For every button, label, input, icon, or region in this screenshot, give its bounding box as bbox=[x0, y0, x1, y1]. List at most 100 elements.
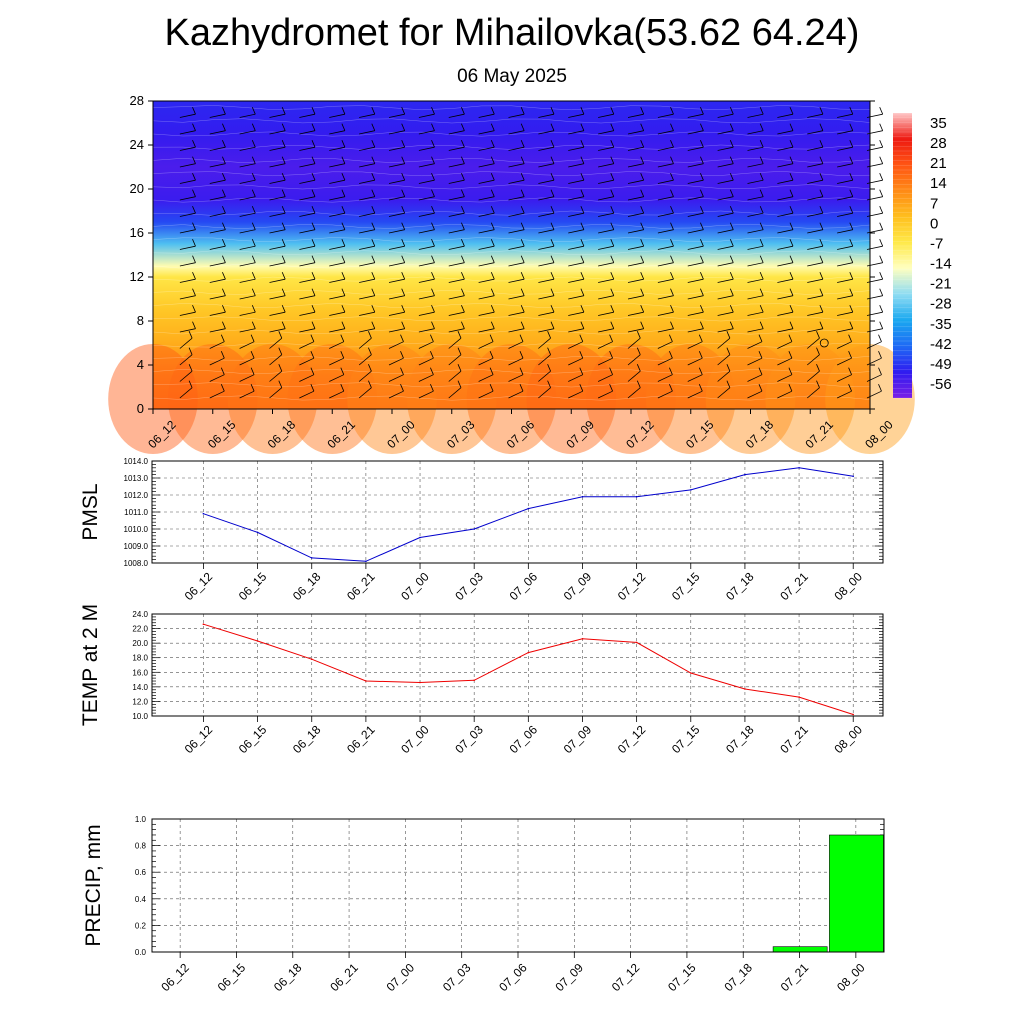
wind-barb-flag bbox=[520, 156, 525, 164]
wind-barb bbox=[657, 245, 674, 250]
wind-barb-flag bbox=[879, 140, 884, 148]
x-tick-label: 06_15 bbox=[236, 722, 270, 756]
wind-barb bbox=[717, 212, 734, 217]
calm-wind-marker bbox=[819, 338, 829, 348]
wind-barb bbox=[717, 262, 734, 267]
wind-barb bbox=[448, 163, 465, 168]
wind-barb-flag bbox=[222, 107, 226, 115]
wind-barb-flag bbox=[729, 156, 734, 164]
series-point bbox=[690, 672, 692, 674]
wind-barb-flag bbox=[222, 239, 226, 247]
wind-barb bbox=[179, 245, 196, 250]
wind-barb-flag bbox=[610, 173, 615, 181]
wind-barb-flag bbox=[580, 255, 585, 263]
wind-barb-flag bbox=[819, 288, 824, 296]
wind-barb bbox=[329, 295, 345, 300]
wind-barb-flag bbox=[368, 331, 372, 339]
wind-barb bbox=[448, 278, 465, 283]
wind-barb bbox=[657, 212, 674, 217]
wind-barb bbox=[747, 357, 763, 366]
wind-barb-flag bbox=[849, 123, 854, 131]
wind-barb-flag bbox=[430, 334, 434, 342]
wind-barb-flag bbox=[341, 156, 346, 164]
wind-barb bbox=[717, 163, 734, 168]
wind-barb bbox=[388, 357, 404, 366]
wind-barb bbox=[448, 229, 465, 234]
wind-barb-flag bbox=[192, 321, 196, 329]
wind-barb-flag bbox=[550, 288, 555, 296]
wind-barb bbox=[359, 212, 375, 217]
wind-barb-flag bbox=[789, 255, 794, 263]
wind-barb bbox=[807, 130, 823, 135]
wind-barb-flag bbox=[281, 321, 286, 329]
surface-temperature-blob bbox=[765, 344, 856, 454]
wind-barb bbox=[777, 390, 793, 399]
wind-barb-flag bbox=[401, 173, 406, 181]
wind-barb bbox=[657, 163, 674, 168]
surface-temperature-blob bbox=[406, 344, 497, 454]
wind-barb bbox=[209, 163, 226, 168]
contour-line bbox=[152, 105, 871, 111]
wind-barb bbox=[388, 278, 405, 283]
contour-line bbox=[152, 171, 871, 177]
wind-barb bbox=[627, 387, 641, 399]
wind-barb bbox=[508, 390, 524, 399]
wind-barb-flag bbox=[520, 123, 525, 131]
wind-barb bbox=[837, 113, 853, 118]
wind-barb bbox=[388, 295, 405, 300]
wind-barb-flag bbox=[188, 364, 193, 372]
wind-barb-flag bbox=[251, 140, 256, 148]
wind-barb-flag bbox=[849, 288, 854, 296]
wind-barb-flag bbox=[609, 351, 613, 359]
wind-barb bbox=[538, 196, 555, 201]
wind-barb-flag bbox=[489, 334, 494, 342]
wind-barb bbox=[418, 374, 434, 382]
wind-barb bbox=[777, 374, 793, 382]
wind-barb bbox=[329, 113, 345, 118]
wind-barb bbox=[598, 113, 614, 118]
wind-barb-flag bbox=[490, 305, 495, 313]
wind-barb-flag bbox=[251, 305, 256, 313]
wind-barb-flag bbox=[222, 156, 226, 164]
wind-barb bbox=[478, 311, 495, 316]
wind-barb bbox=[418, 163, 435, 168]
x-tick-label: 07_06 bbox=[507, 569, 541, 603]
x-tick-label: 07_00 bbox=[398, 722, 432, 756]
wind-barb-flag bbox=[610, 239, 615, 247]
wind-barb bbox=[359, 229, 375, 234]
wind-barb-flag bbox=[520, 239, 525, 247]
wind-barb bbox=[568, 130, 584, 135]
colorbar-label: -42 bbox=[930, 336, 952, 353]
wind-barb bbox=[418, 295, 435, 300]
wind-barb-flag bbox=[759, 123, 764, 131]
wind-barb bbox=[627, 311, 644, 316]
wind-barb-flag bbox=[371, 222, 376, 230]
wind-barb-flag bbox=[640, 255, 645, 263]
wind-barb-flag bbox=[547, 331, 551, 339]
wind-barb-flag bbox=[879, 239, 884, 247]
contour-line bbox=[152, 316, 871, 322]
wind-barb-flag bbox=[878, 384, 882, 392]
wind-barb-flag bbox=[550, 321, 555, 329]
wind-barb-flag bbox=[220, 351, 225, 359]
wind-barb bbox=[568, 357, 583, 366]
wind-barb bbox=[478, 374, 494, 382]
wind-barb-flag bbox=[789, 288, 794, 296]
y-tick-label: 1013.0 bbox=[124, 474, 149, 483]
wind-barb bbox=[717, 311, 734, 316]
wind-barb-flag bbox=[431, 288, 435, 296]
wind-barb bbox=[478, 113, 495, 118]
wind-barb bbox=[508, 374, 524, 382]
page-subtitle: 06 May 2025 bbox=[457, 66, 567, 87]
wind-barb-flag bbox=[636, 364, 641, 372]
wind-barb-flag bbox=[640, 140, 645, 148]
wind-barb-flag bbox=[670, 222, 674, 230]
wind-barb bbox=[747, 196, 764, 201]
wind-barb-flag bbox=[849, 239, 854, 247]
wind-barb-flag bbox=[729, 288, 734, 296]
surface-temperature-blob bbox=[287, 344, 378, 454]
wind-barb-flag bbox=[251, 123, 256, 131]
heatmap-field bbox=[153, 101, 870, 409]
wind-barb-flag bbox=[311, 173, 316, 181]
wind-barb-flag bbox=[281, 107, 286, 115]
